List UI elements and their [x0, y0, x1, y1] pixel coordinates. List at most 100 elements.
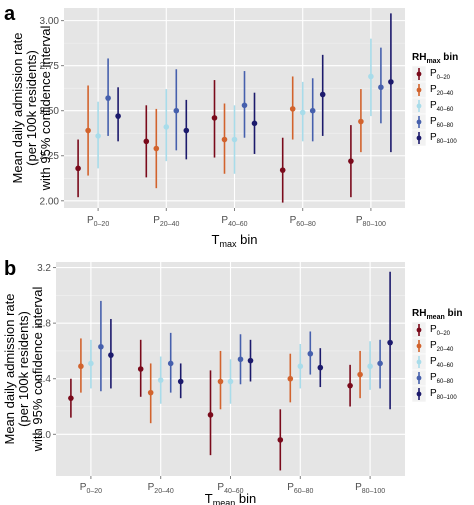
x-tick-label: P0–20 [80, 482, 102, 495]
data-point [157, 377, 164, 383]
series-80–100 [108, 271, 393, 410]
series-60–80 [105, 47, 384, 151]
legend-item: P40–60 [411, 353, 454, 371]
subscript: 80–100 [437, 139, 458, 145]
x-tick-label: P40–60 [217, 482, 243, 495]
data-point [95, 133, 101, 139]
subscript: 0–20 [94, 221, 110, 228]
legend-label: P0–20 [430, 324, 451, 337]
legend-item: P20–40 [411, 337, 454, 355]
subscript: max [219, 239, 237, 249]
legend-label: P40–60 [430, 356, 454, 369]
y-axis-title-line: with 95% confidence interval [38, 26, 53, 192]
legend-key-point [416, 119, 422, 125]
legend-item: P0–20 [411, 321, 451, 339]
data-point [347, 382, 353, 389]
data-point [98, 343, 104, 350]
data-point [237, 356, 244, 363]
x-tick-label: P80–100 [355, 482, 385, 495]
series-0–20 [75, 80, 354, 203]
data-point [377, 360, 383, 367]
data-point [147, 389, 154, 396]
subscript: 0–20 [86, 488, 102, 495]
data-point [163, 124, 170, 130]
series-80–100 [115, 13, 394, 160]
data-point [277, 437, 284, 443]
legend-key-point [416, 71, 422, 77]
y-tick-label: 3.00 [40, 16, 60, 27]
data-point [85, 127, 91, 134]
y-tick-label: 3.2 [37, 263, 51, 274]
legend-title: RHmean bin [412, 308, 463, 321]
data-point [227, 378, 234, 385]
legend-item: P60–80 [411, 113, 454, 131]
legend-key-point [416, 135, 422, 141]
data-point [307, 350, 314, 357]
subscript: 80–100 [363, 221, 386, 228]
subscript: 40–60 [437, 363, 454, 369]
panel-label: b [4, 258, 16, 280]
data-point [358, 118, 364, 125]
legend-key-point [416, 391, 422, 397]
chart-panel-a: a 2.00 2.25 2.50 2.75 3.00 P0–20 P20–40 P40–60 P6… [4, 3, 458, 249]
data-point [115, 113, 121, 119]
legend-key-point [416, 327, 422, 333]
data-point [75, 165, 81, 172]
data-point [251, 120, 258, 127]
legend-key-point [416, 359, 422, 365]
data-point [309, 107, 316, 114]
data-point [388, 79, 394, 85]
data-point [348, 158, 354, 164]
y-axis-title: Mean daily admission rate(per 100k resid… [2, 287, 45, 453]
y-tick-label: 2.00 [40, 196, 60, 207]
series-40–60 [95, 38, 374, 174]
data-point [387, 339, 393, 346]
data-point [68, 395, 74, 401]
data-point [173, 107, 180, 114]
data-point [287, 375, 294, 382]
data-point [297, 363, 304, 370]
data-point [367, 363, 373, 370]
data-point [211, 115, 218, 121]
data-point [378, 84, 384, 91]
y-tick-label: 2.75 [40, 61, 60, 72]
subscript: 80–100 [437, 395, 458, 401]
x-tick-label: P20–40 [148, 482, 174, 495]
x-tick-label: P60–80 [287, 482, 313, 495]
subscript: mean [213, 498, 236, 505]
y-tick-label: 2.0 [37, 430, 51, 441]
legend-key-point [416, 87, 422, 93]
data-point [279, 167, 286, 173]
subscript: 80–100 [362, 488, 385, 495]
subscript: 40–60 [228, 221, 248, 228]
series-60–80 [98, 300, 383, 393]
y-tick-label: 2.50 [40, 106, 60, 117]
subscript: max [426, 58, 440, 65]
series-0–20 [68, 339, 353, 471]
subscript: 60–80 [294, 488, 314, 495]
data-point [368, 73, 374, 80]
series-40–60 [88, 339, 373, 404]
y-axis-title-line: (per 100k residents) [16, 311, 31, 427]
data-point [183, 127, 190, 134]
y-tick-label: 2.8 [37, 319, 51, 330]
data-point [299, 109, 306, 116]
data-point [167, 360, 174, 367]
x-tick-label: P40–60 [221, 215, 247, 228]
subscript: 20–40 [160, 221, 180, 228]
x-tick-label: P80–100 [356, 215, 386, 228]
series-20–40 [85, 76, 364, 189]
legend-label: P80–100 [430, 388, 457, 401]
subscript: 20–40 [154, 488, 174, 495]
legend-label: P0–20 [430, 68, 451, 81]
data-point [105, 95, 111, 101]
legend-item: P80–100 [411, 385, 457, 403]
x-tick-label: P20–40 [153, 215, 179, 228]
y-tick-label: 2.25 [40, 151, 60, 162]
data-point [177, 378, 184, 385]
subscript: 0–20 [437, 331, 451, 337]
data-point [143, 138, 150, 145]
subscript: 40–60 [224, 488, 244, 495]
legend-item: P60–80 [411, 369, 454, 387]
legend-label: P60–80 [430, 372, 454, 385]
